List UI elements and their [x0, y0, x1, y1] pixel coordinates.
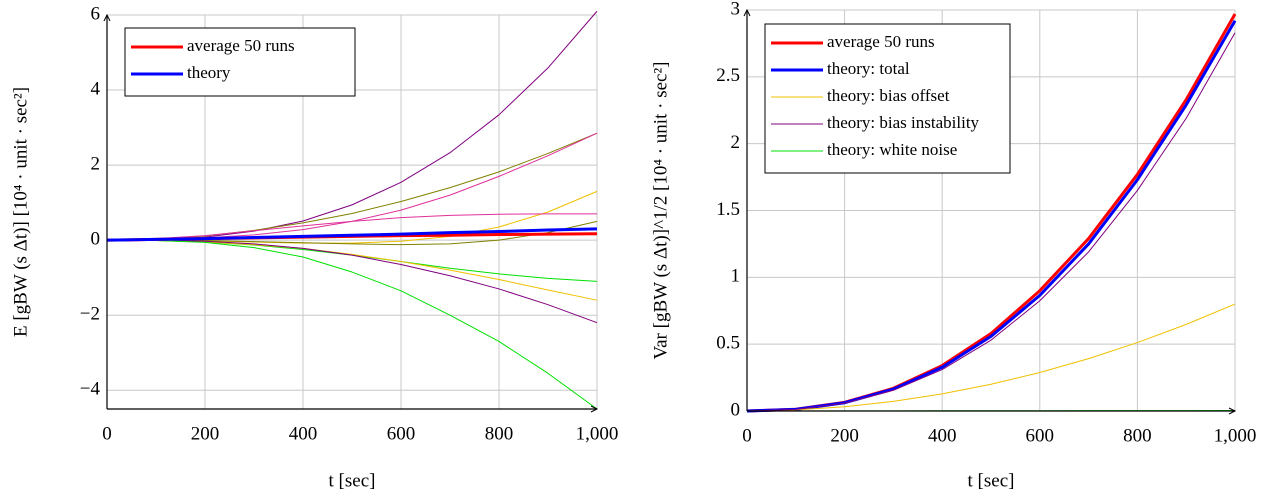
series-line — [106, 239, 598, 282]
series-line — [106, 213, 597, 241]
x-tick-label: 1,000 — [1214, 425, 1257, 446]
series-line — [106, 239, 598, 410]
x-tick-label: 1,000 — [576, 423, 619, 444]
x-tick-label: 200 — [830, 425, 859, 446]
series-line — [106, 132, 598, 241]
y-tick-label: 2 — [731, 132, 741, 153]
legend-label: average 50 runs — [827, 32, 935, 51]
legend-box — [764, 23, 1011, 174]
y-axis-label: Var [gBW (s Δt)]^1/2 [10⁴ · unit · sec²] — [650, 62, 671, 360]
series-line — [107, 239, 598, 324]
series-line — [107, 220, 598, 246]
x-tick-label: 0 — [742, 425, 752, 446]
y-tick-label: 2.5 — [716, 65, 740, 86]
y-tick-label: 0.5 — [716, 333, 740, 354]
x-tick-label: 600 — [1026, 425, 1055, 446]
series-line — [106, 239, 598, 301]
legend: average 50 runs theory: total theory: bias… — [764, 23, 1011, 174]
x-axis-label: t [sec] — [329, 470, 376, 491]
legend-label: theory: total — [827, 59, 910, 78]
x-tick-label: 800 — [1123, 425, 1152, 446]
axis-arrow — [1228, 407, 1237, 415]
series-line — [746, 32, 1236, 412]
y-axis-label: E [gBW (s Δt)] [10⁴ · unit · sec²] — [10, 87, 31, 337]
legend-label: theory: bias offset — [827, 86, 950, 105]
y-tick-label: 6 — [91, 3, 101, 24]
legend-box — [124, 27, 356, 97]
x-tick-label: 0 — [102, 423, 112, 444]
axis-arrow — [743, 8, 751, 17]
x-tick-label: 400 — [928, 425, 957, 446]
legend-label: theory: white noise — [827, 140, 957, 159]
y-tick-label: 4 — [91, 78, 101, 99]
plot: 0 200 400 600 800 1,000 0 0.5 1 1.5 2 2.5 3 t [sec] Va… — [650, 0, 1256, 491]
axis-arrow — [103, 13, 111, 22]
x-tick-label: 600 — [387, 423, 416, 444]
plot: 0 200 400 600 800 1,000 −4 −2 0 2 4 6 t [sec] E [gBW … — [10, 3, 618, 491]
y-tick-label: −2 — [80, 304, 100, 325]
y-tick-label: 1.5 — [716, 199, 740, 220]
legend: average 50 runs theory — [124, 27, 356, 97]
series-line — [106, 132, 598, 241]
x-tick-label: 800 — [485, 423, 514, 444]
series-line — [106, 227, 598, 242]
y-tick-label: 2 — [91, 153, 101, 174]
x-tick-label: 200 — [191, 423, 220, 444]
series-line — [746, 303, 1236, 412]
y-tick-label: 3 — [731, 0, 741, 19]
axis-arrow — [590, 405, 599, 413]
y-tick-label: 1 — [731, 266, 741, 287]
y-tick-label: 0 — [91, 229, 101, 250]
y-tick-label: −4 — [80, 379, 101, 400]
x-tick-label: 400 — [289, 423, 318, 444]
x-axis-label: t [sec] — [968, 470, 1015, 491]
legend-label: theory — [187, 63, 231, 82]
legend-label: theory: bias instability — [827, 113, 980, 132]
legend-label: average 50 runs — [187, 36, 295, 55]
y-tick-label: 0 — [731, 399, 741, 420]
